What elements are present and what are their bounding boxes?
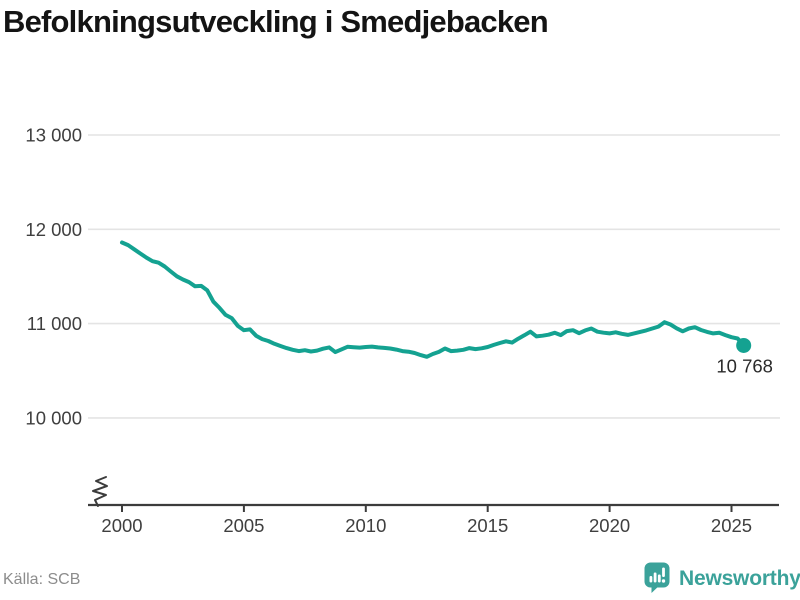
- y-tick-label: 13 000: [25, 125, 82, 146]
- x-tick-label: 2000: [101, 515, 142, 536]
- chart-title: Befolkningsutveckling i Smedjebacken: [3, 4, 549, 39]
- x-tick-label: 2005: [223, 515, 264, 536]
- y-tick-label: 10 000: [25, 407, 82, 428]
- x-tick-label: 2020: [589, 515, 630, 536]
- y-tick-label: 11 000: [27, 313, 82, 334]
- x-tick-label: 2015: [467, 515, 508, 536]
- source-note: Källa: SCB: [3, 571, 81, 588]
- last-value-label: 10 768: [716, 355, 773, 376]
- population-line: [120, 240, 746, 359]
- axis-break-icon: [92, 476, 108, 507]
- x-tick-label: 2010: [345, 515, 386, 536]
- x-tick-label: 2025: [711, 515, 752, 536]
- newsworthy-logo: Newsworthy: [644, 562, 800, 594]
- y-tick-label: 12 000: [25, 219, 82, 240]
- newsworthy-bubble-chart-icon: [644, 562, 670, 593]
- last-point-dot: [736, 337, 752, 353]
- newsworthy-wordmark: Newsworthy: [679, 567, 800, 590]
